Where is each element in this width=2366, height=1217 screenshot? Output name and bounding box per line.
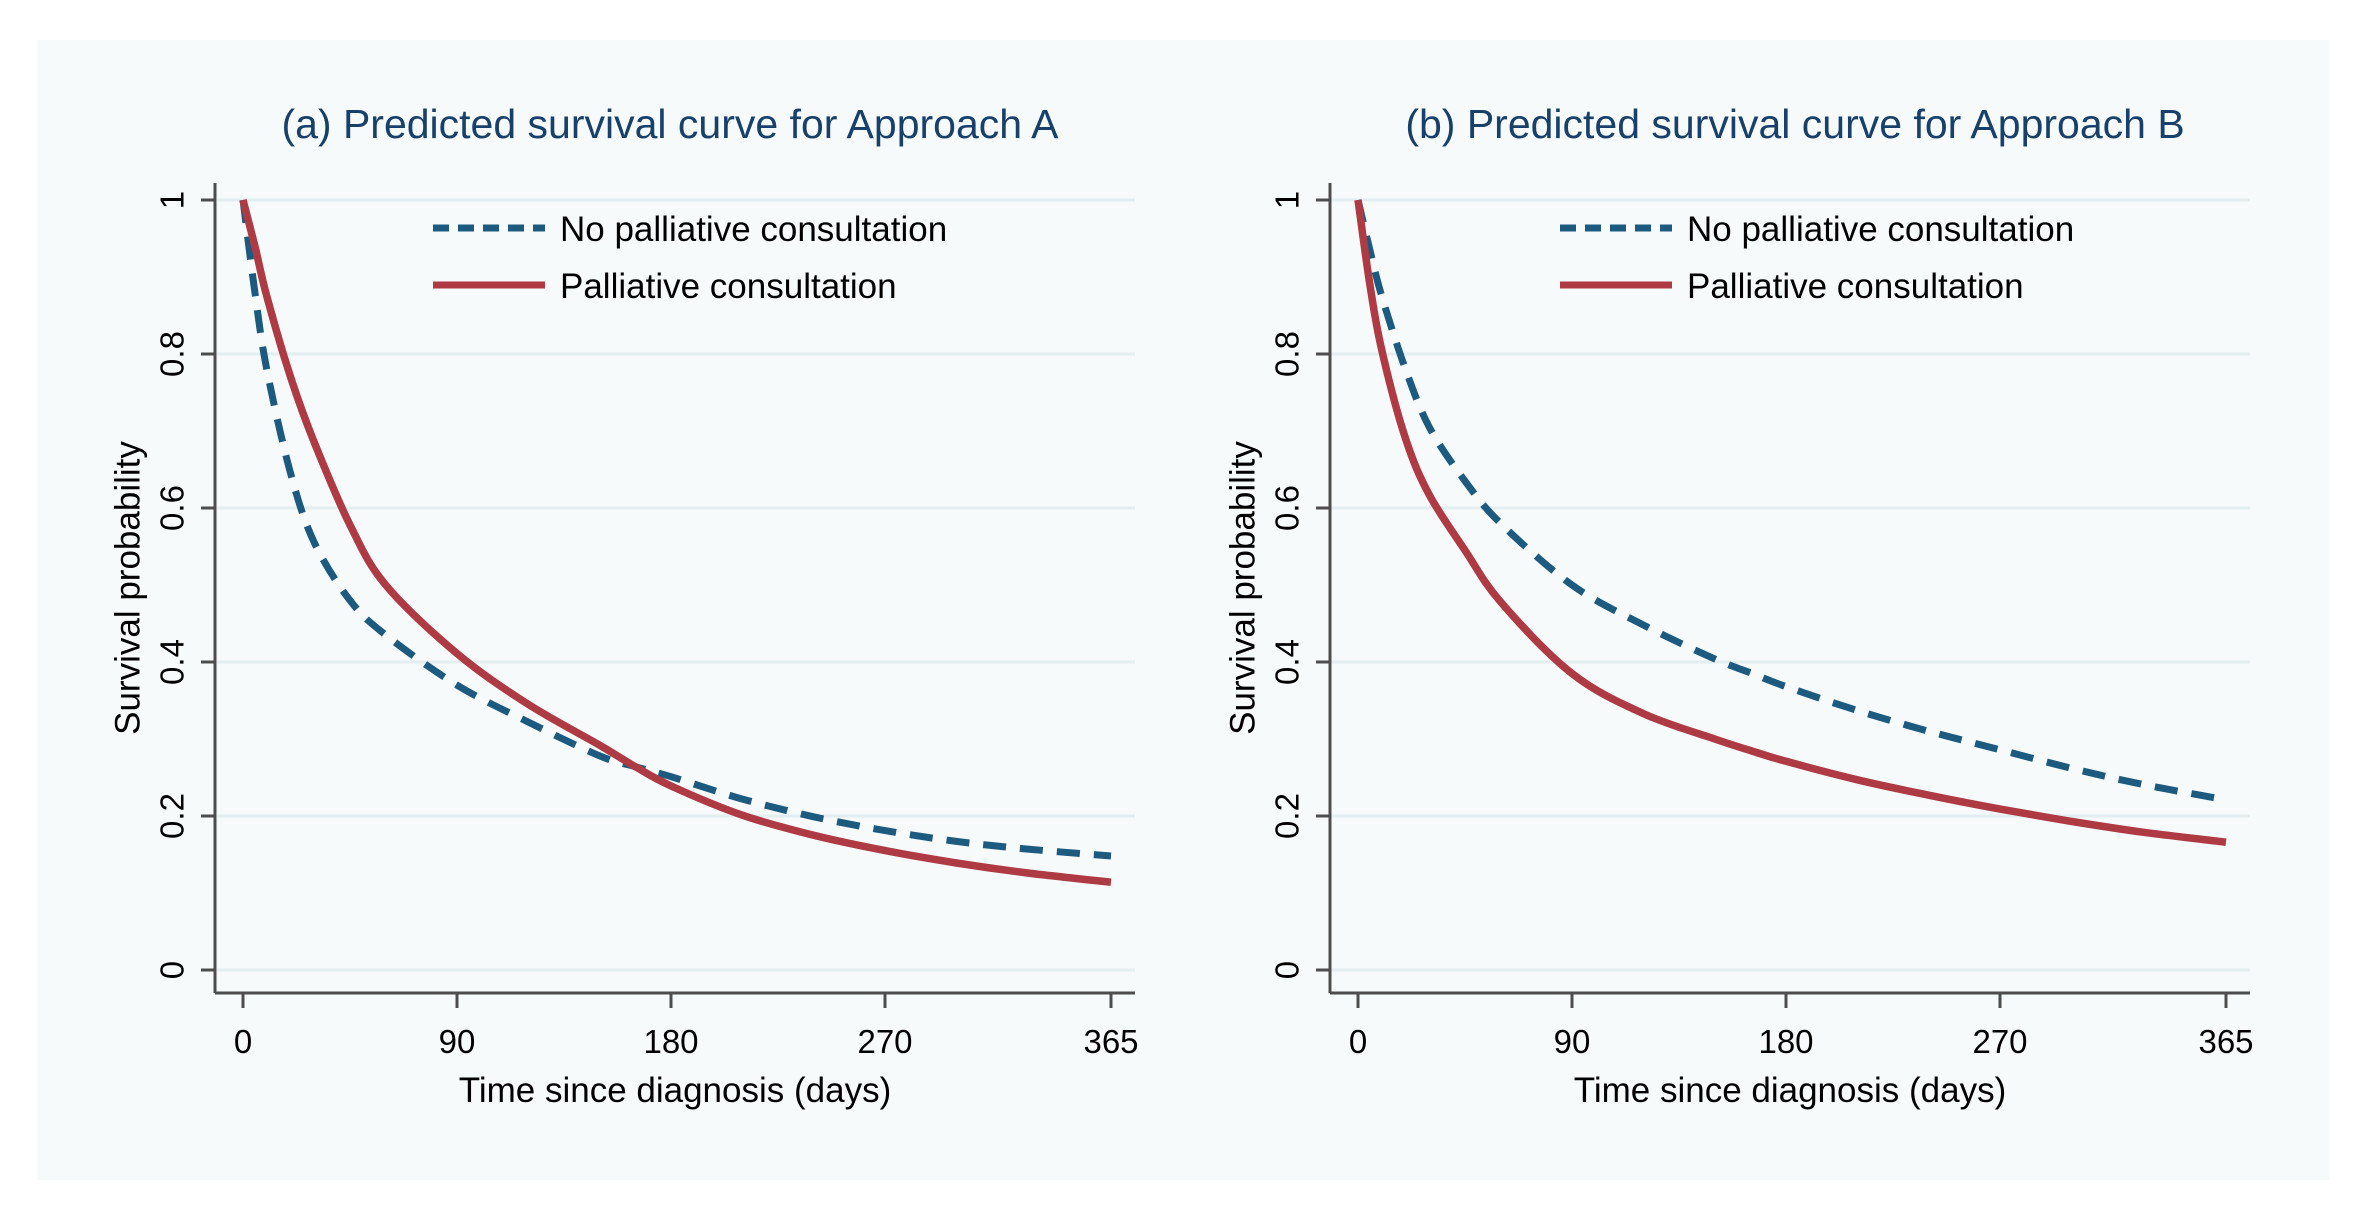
legend-a: No palliative consultation Palliative co…: [433, 210, 947, 306]
x-tick-label: 0: [234, 1023, 252, 1060]
panel-a: 1 0.8 0.6 0.4 0.2 0 0 90 180 270 365 (a)…: [108, 101, 1138, 1110]
panel-b-title: (b) Predicted survival curve for Approac…: [1405, 101, 2184, 147]
curve-no-palliative-b: [1354, 199, 2227, 804]
x-ticks-a: [241, 993, 1113, 1008]
x-tick-label: 180: [643, 1023, 698, 1060]
y-tick-label: 0.6: [154, 485, 191, 531]
x-tick-label: 270: [857, 1023, 912, 1060]
y-tick-label: 0.4: [154, 639, 191, 685]
y-tick-label: 1: [1269, 191, 1306, 209]
gridlines-a: [215, 198, 1135, 972]
y-tick-label: 0.6: [1269, 485, 1306, 531]
y-tick-label: 1: [154, 191, 191, 209]
y-ticks-b: [1316, 198, 1330, 972]
y-tick-label: 0.8: [154, 331, 191, 377]
legend-b: No palliative consultation Palliative co…: [1560, 210, 2074, 306]
x-tick-label: 365: [1083, 1023, 1138, 1060]
x-tick-label: 180: [1758, 1023, 1813, 1060]
y-tick-label: 0.2: [1269, 793, 1306, 839]
y-tick-label: 0: [1269, 961, 1306, 979]
panel-b: 1 0.8 0.6 0.4 0.2 0 0 90 180 270 365 (b)…: [1223, 101, 2253, 1110]
y-tick-label: 0.8: [1269, 331, 1306, 377]
y-axis-title-b: Survival probability: [1223, 441, 1262, 735]
x-ticks-b: [1356, 993, 2228, 1008]
x-tick-label: 365: [2198, 1023, 2253, 1060]
legend-label-no-palliative: No palliative consultation: [560, 210, 947, 249]
figure-background: [37, 40, 2330, 1180]
y-tick-label: 0.2: [154, 793, 191, 839]
legend-label-palliative: Palliative consultation: [1687, 267, 2024, 306]
x-tick-label: 90: [439, 1023, 476, 1060]
x-tick-label: 270: [1972, 1023, 2027, 1060]
y-tick-label: 0.4: [1269, 639, 1306, 685]
x-axis-title-a: Time since diagnosis (days): [459, 1071, 891, 1110]
curve-palliative-b: [1354, 199, 2227, 846]
curve-palliative-a: [239, 199, 1112, 886]
y-ticks-a: [201, 198, 215, 972]
gridlines-b: [1330, 198, 2250, 972]
panel-a-title: (a) Predicted survival curve for Approac…: [281, 101, 1059, 147]
y-axis-title-a: Survival probability: [108, 441, 147, 735]
legend-label-palliative: Palliative consultation: [560, 267, 897, 306]
legend-label-no-palliative: No palliative consultation: [1687, 210, 2074, 249]
x-axis-title-b: Time since diagnosis (days): [1574, 1071, 2006, 1110]
x-tick-label: 0: [1349, 1023, 1367, 1060]
x-tick-label: 90: [1554, 1023, 1591, 1060]
y-tick-label: 0: [154, 961, 191, 979]
